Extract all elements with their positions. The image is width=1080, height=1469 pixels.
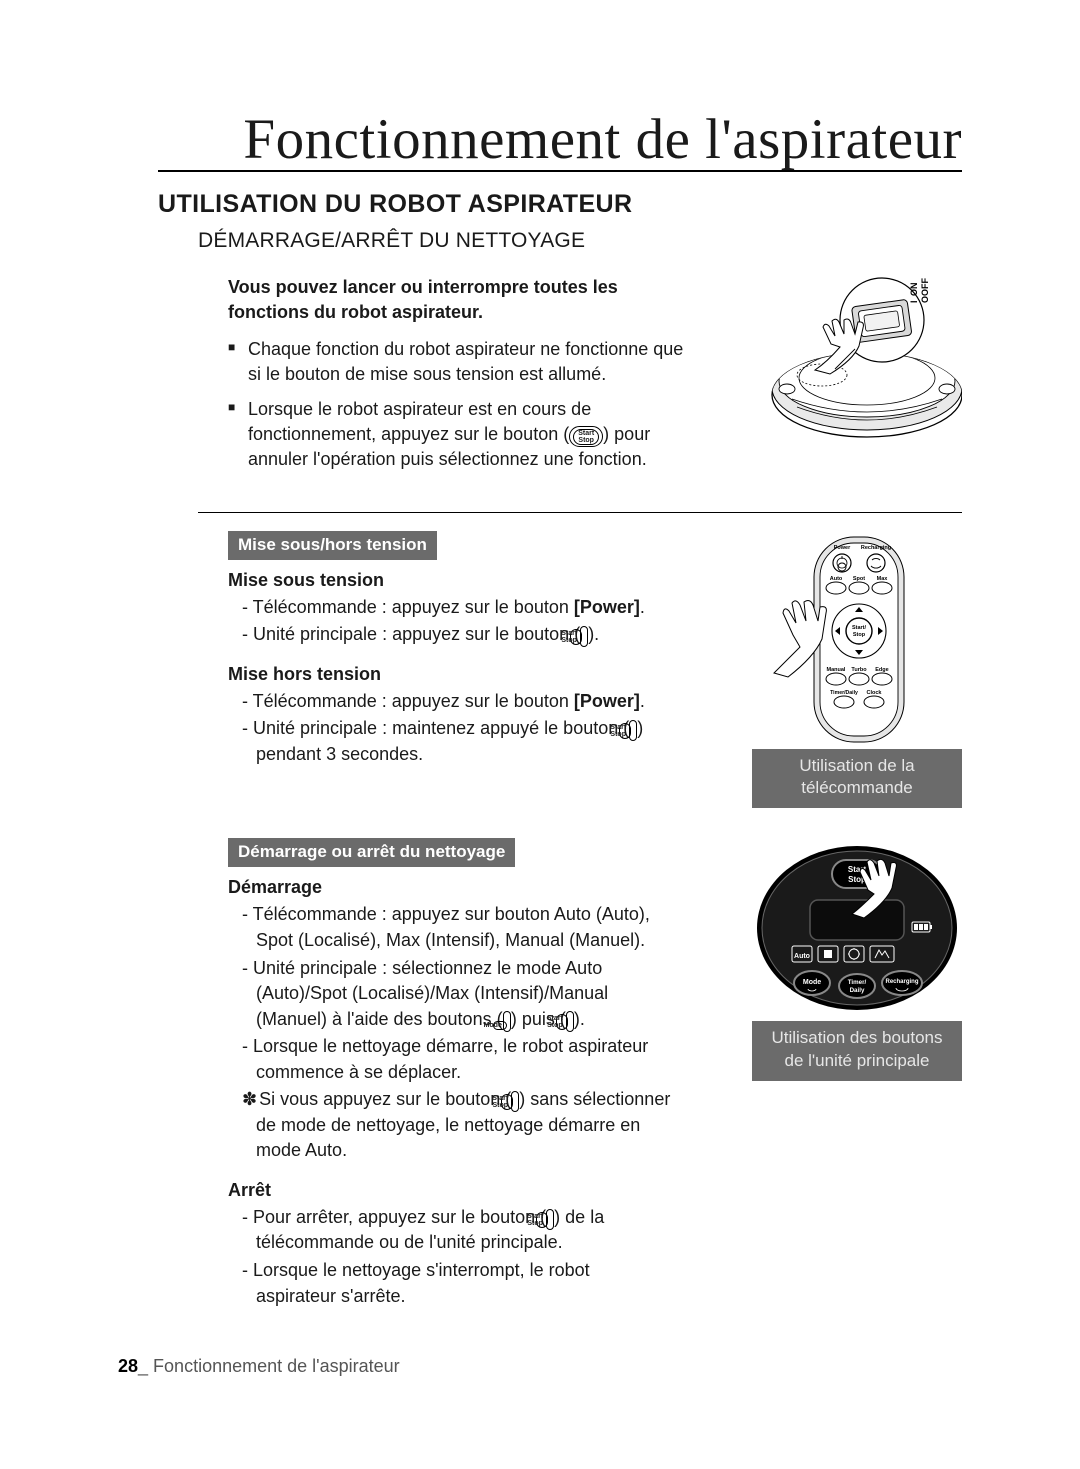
subsection-heading: DÉMARRAGE/ARRÊT DU NETTOYAGE [158,229,962,253]
mode-button-icon: Mode [503,1011,511,1032]
start-heading: Démarrage [228,877,672,898]
power-on-list: - Télécommande : appuyez sur le bouton [… [228,595,672,648]
svg-text:Power: Power [834,545,851,551]
intro-line-2: fonctions du robot aspirateur. [228,302,483,322]
svg-text:Recharging: Recharging [885,979,918,985]
intro-line-1: Vous pouvez lancer ou interrompre toutes… [228,277,618,297]
figure-remote: Power Recharging Auto Spot Max Start/ St… [752,531,962,809]
svg-text:Auto: Auto [794,953,810,960]
section-heading: UTILISATION DU ROBOT ASPIRATEUR [158,190,962,219]
svg-text:Turbo: Turbo [851,667,867,673]
svg-text:Auto: Auto [830,576,843,582]
stop-list: - Pour arrêter, appuyez sur le bouton (S… [228,1205,672,1309]
stop-heading: Arrêt [228,1180,672,1201]
page-number: 28 [118,1356,138,1376]
remote-caption: Utilisation de latélécommande [752,749,962,809]
asterisk-icon: ✽ [242,1089,257,1109]
svg-text:Start/: Start/ [852,625,867,631]
startstop-button-icon: StartStop [580,626,588,647]
bullet2-a: Lorsque le robot aspirateur est en cours… [248,399,591,444]
switch-o-label: O [920,296,930,303]
svg-text:Max: Max [877,576,889,582]
svg-text:Manual: Manual [827,667,846,673]
panel-caption: Utilisation des boutonsde l'unité princi… [752,1021,962,1081]
divider [198,512,962,513]
svg-text:Daily: Daily [850,987,865,994]
svg-text:Timer/Daily: Timer/Daily [830,690,858,696]
svg-text:Recharging: Recharging [861,545,891,551]
svg-text:Edge: Edge [875,667,888,673]
intro-bullet-2: Lorsque le robot aspirateur est en cours… [228,397,698,472]
power-off-heading: Mise hors tension [228,664,672,685]
switch-i-label: I [909,300,919,303]
figure-power-switch: I ON O OFF [737,275,962,445]
tag-power: Mise sous/hors tension [228,531,437,560]
switch-on-label: ON [909,282,919,296]
startstop-button-icon: StartStop [569,426,603,447]
page-footer: 28_ Fonctionnement de l'aspirateur [118,1356,400,1377]
startstop-button-icon: StartStop [546,1209,554,1230]
svg-text:Stop: Stop [853,632,866,638]
svg-text:Clock: Clock [867,690,883,696]
switch-off-label: OFF [920,277,930,295]
start-list: - Télécommande : appuyez sur bouton Auto… [228,902,672,1163]
svg-text:Spot: Spot [853,576,865,582]
intro-bold-text: Vous pouvez lancer ou interrompre toutes… [228,275,668,325]
figure-unit-panel: Start Stop Auto [752,838,962,1081]
svg-text:Mode: Mode [803,979,821,986]
power-off-list: - Télécommande : appuyez sur le bouton [… [228,689,672,768]
page-title: Fonctionnement de l'aspirateur [158,110,962,172]
svg-text:Timer/: Timer/ [848,979,867,986]
startstop-button-icon: StartStop [566,1011,574,1032]
intro-bullet-1: Chaque fonction du robot aspirateur ne f… [228,337,698,387]
power-on-heading: Mise sous tension [228,570,672,591]
tag-clean: Démarrage ou arrêt du nettoyage [228,838,515,867]
